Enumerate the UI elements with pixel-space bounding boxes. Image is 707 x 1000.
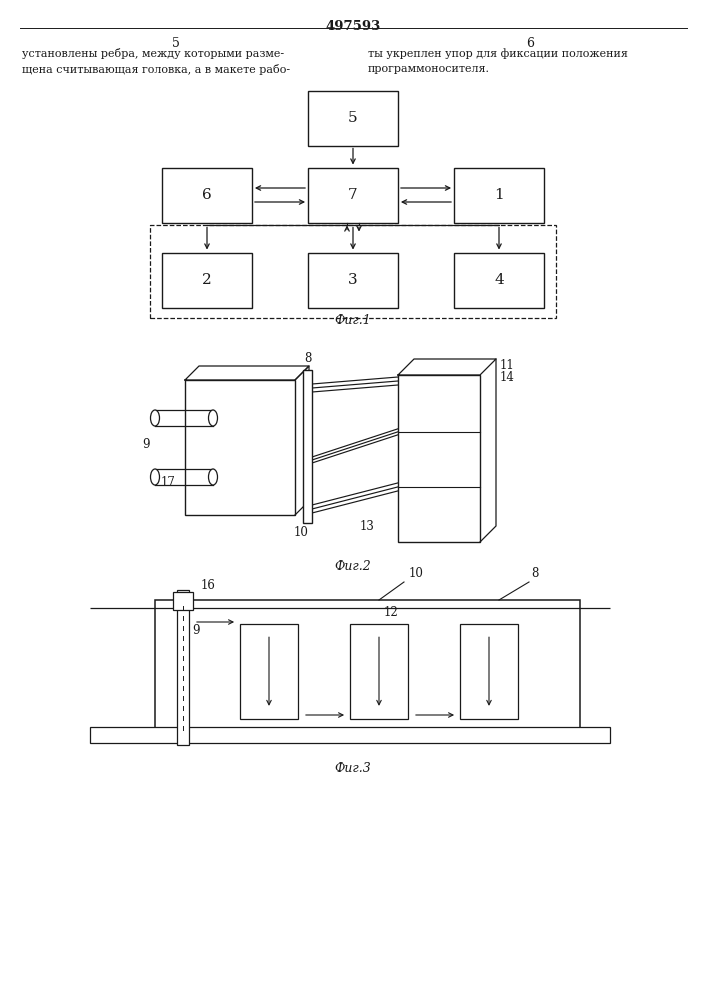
Ellipse shape — [209, 410, 218, 426]
Text: 9: 9 — [143, 438, 150, 452]
Bar — [162, 252, 252, 308]
Text: 8: 8 — [531, 567, 538, 580]
Text: 9: 9 — [192, 624, 199, 637]
Text: ты укреплен упор для фиксации положения
программоносителя.: ты укреплен упор для фиксации положения … — [368, 48, 628, 74]
Bar — [162, 167, 252, 223]
Bar — [150, 225, 556, 318]
Text: 10: 10 — [293, 526, 308, 539]
Bar — [173, 592, 193, 610]
Bar — [350, 624, 408, 719]
Text: 11: 11 — [500, 359, 515, 372]
Text: Фиг.3: Фиг.3 — [334, 762, 371, 775]
Bar — [185, 380, 295, 515]
Bar — [308, 252, 398, 308]
Text: 1: 1 — [494, 188, 504, 202]
Text: 10: 10 — [409, 567, 424, 580]
Text: 13: 13 — [360, 520, 375, 533]
Text: установлены ребра, между которыми разме-
щена считывающая головка, а в макете ра: установлены ребра, между которыми разме-… — [22, 48, 290, 75]
Ellipse shape — [151, 469, 160, 485]
Bar — [454, 252, 544, 308]
Text: 15: 15 — [273, 385, 288, 398]
Text: 6: 6 — [202, 188, 212, 202]
Text: 16: 16 — [201, 579, 216, 592]
Bar — [155, 600, 580, 735]
Bar — [177, 590, 189, 745]
Bar — [398, 375, 480, 542]
Text: 12: 12 — [384, 606, 399, 619]
Text: 14: 14 — [500, 371, 515, 384]
Text: 5: 5 — [348, 111, 358, 125]
Text: 497593: 497593 — [325, 20, 380, 33]
Text: 8: 8 — [304, 352, 312, 365]
Bar — [240, 624, 298, 719]
Text: Фиг.2: Фиг.2 — [334, 560, 371, 573]
Text: 2: 2 — [202, 273, 212, 287]
Text: 17: 17 — [160, 477, 175, 489]
Bar — [454, 167, 544, 223]
Bar — [90, 727, 610, 743]
Bar — [308, 91, 398, 145]
Text: 4: 4 — [494, 273, 504, 287]
Ellipse shape — [151, 410, 160, 426]
Bar — [308, 167, 398, 223]
Text: 7: 7 — [348, 188, 358, 202]
Bar — [303, 370, 312, 523]
Text: 5: 5 — [172, 37, 180, 50]
Text: 3: 3 — [348, 273, 358, 287]
Ellipse shape — [209, 469, 218, 485]
Bar — [460, 624, 518, 719]
Text: 6: 6 — [526, 37, 534, 50]
Text: Фиг.1: Фиг.1 — [334, 314, 371, 327]
